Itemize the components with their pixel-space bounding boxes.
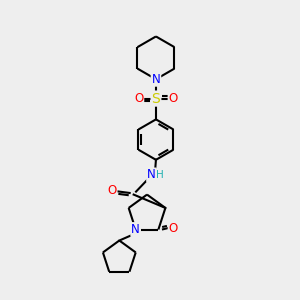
Text: N: N bbox=[147, 169, 156, 182]
Text: O: O bbox=[169, 221, 178, 235]
Text: N: N bbox=[152, 73, 160, 86]
Text: N: N bbox=[131, 223, 140, 236]
Text: O: O bbox=[169, 92, 178, 105]
Text: S: S bbox=[152, 92, 160, 106]
Text: O: O bbox=[107, 184, 117, 196]
Text: H: H bbox=[156, 170, 164, 180]
Text: O: O bbox=[134, 92, 143, 105]
